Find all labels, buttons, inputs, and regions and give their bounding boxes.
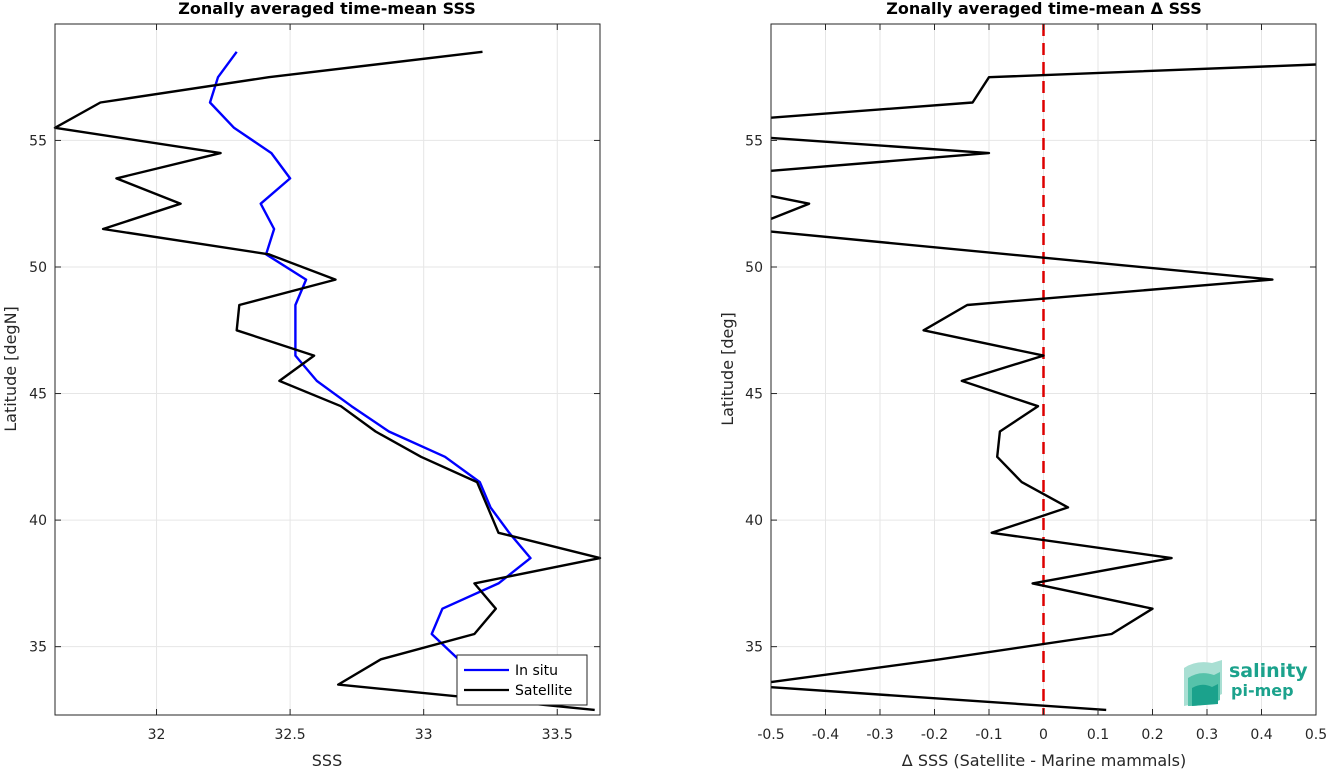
sss-panel: Zonally averaged time-mean SSS 32 32.5 33 3… xyxy=(1,0,602,769)
sss-y-label: Latitude [degN] xyxy=(1,306,20,432)
delta-sss-x-tick-label: 0 xyxy=(1039,727,1048,743)
delta-sss-y-tick-label: 35 xyxy=(745,640,763,656)
delta-sss-series xyxy=(770,63,1317,712)
legend-label-in-situ: In situ xyxy=(515,663,558,679)
delta-sss-y-tick-label: 40 xyxy=(745,513,763,529)
sss-y-tick-label: 55 xyxy=(29,133,47,149)
sss-axes-frame xyxy=(54,23,601,716)
logo-wave-front xyxy=(1192,684,1218,706)
sss-y-tick-label: 40 xyxy=(29,513,47,529)
delta-sss-x-tick-label: -0.5 xyxy=(757,727,784,743)
legend-label-satellite: Satellite xyxy=(515,683,572,699)
sss-x-tick-label: 33 xyxy=(415,727,433,743)
sss-y-ticks: 35 40 45 50 55 xyxy=(29,133,600,656)
delta-sss-series-line-segment-1 xyxy=(770,136,991,172)
delta-sss-series-line-segment-2 xyxy=(770,194,811,221)
delta-sss-x-ticks: -0.5 -0.4 -0.3 -0.2 -0.1 0 0.1 0.2 0.3 0.4 0.5 xyxy=(757,24,1327,743)
sss-y-tick-label: 45 xyxy=(29,387,47,403)
sss-y-tick-label: 50 xyxy=(29,260,47,276)
sss-series-line-satellite xyxy=(53,50,602,712)
sss-y-tick-label: 35 xyxy=(29,640,47,656)
delta-sss-y-tick-label: 55 xyxy=(745,133,763,149)
delta-sss-x-tick-label: 0.4 xyxy=(1250,727,1272,743)
delta-sss-x-tick-label: 0.2 xyxy=(1141,727,1163,743)
sss-series-line-in-situ xyxy=(208,51,532,704)
delta-sss-series-line-segment-0 xyxy=(770,63,1317,119)
delta-sss-panel: Zonally averaged time-mean Δ SSS -0.5 -0.… xyxy=(718,0,1327,769)
sss-gridlines xyxy=(55,24,600,715)
legend-box xyxy=(456,654,588,706)
delta-sss-x-label: Δ SSS (Satellite - Marine mammals) xyxy=(902,751,1186,769)
sss-x-ticks: 32 32.5 33 33.5 xyxy=(148,24,573,743)
sss-x-tick-label: 32 xyxy=(148,727,166,743)
delta-sss-title: Zonally averaged time-mean Δ SSS xyxy=(886,0,1202,18)
logo-text-salinity: salinity xyxy=(1229,660,1308,682)
delta-sss-x-tick-label: 0.5 xyxy=(1305,727,1327,743)
salinity-pi-mep-logo: salinity pi-mep xyxy=(1184,660,1308,706)
logo-text-pi-mep: pi-mep xyxy=(1231,681,1294,700)
delta-sss-x-tick-label: 0.3 xyxy=(1196,727,1218,743)
sss-x-label: SSS xyxy=(312,751,342,769)
delta-sss-y-tick-label: 50 xyxy=(745,260,763,276)
delta-sss-series-line-segment-4 xyxy=(770,686,1107,712)
delta-sss-x-tick-label: -0.3 xyxy=(866,727,893,743)
sss-series xyxy=(53,50,602,712)
delta-sss-x-tick-label: -0.2 xyxy=(921,727,948,743)
delta-sss-x-tick-label: -0.4 xyxy=(812,727,839,743)
delta-sss-x-tick-label: -0.1 xyxy=(975,727,1002,743)
delta-sss-x-tick-label: 0.1 xyxy=(1087,727,1109,743)
sss-x-tick-label: 32.5 xyxy=(275,727,306,743)
sss-title: Zonally averaged time-mean SSS xyxy=(178,0,476,18)
delta-sss-y-ticks: 35 40 45 50 55 xyxy=(745,133,1316,656)
delta-sss-y-tick-label: 45 xyxy=(745,387,763,403)
delta-sss-series-line-segment-3 xyxy=(770,230,1274,684)
sss-x-tick-label: 33.5 xyxy=(542,727,573,743)
sss-legend: In situ Satellite xyxy=(456,654,588,706)
delta-sss-y-label: Latitude [deg] xyxy=(718,312,737,426)
